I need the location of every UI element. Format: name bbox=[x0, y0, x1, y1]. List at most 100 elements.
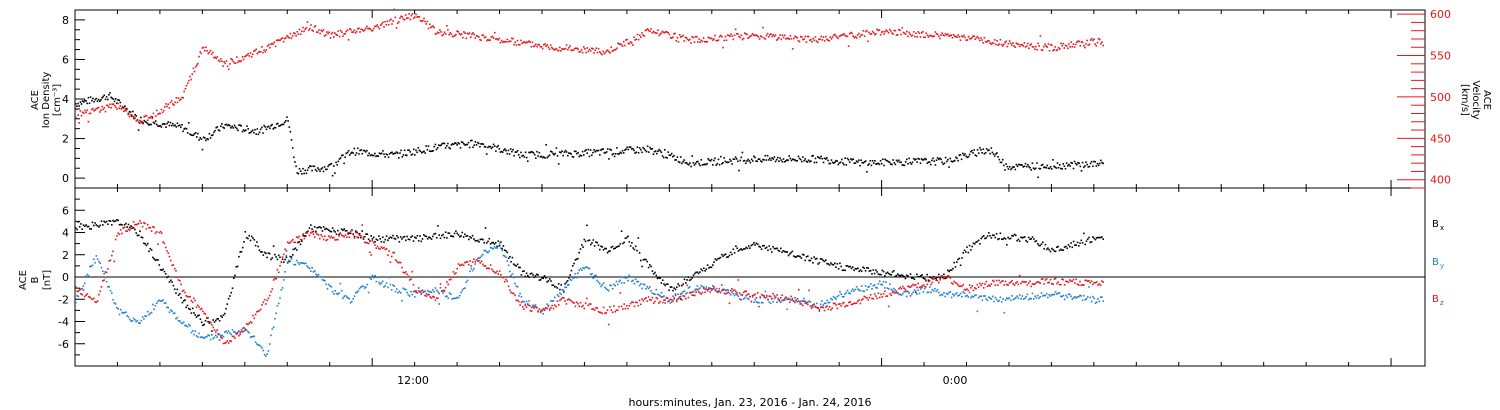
plasma-red-point bbox=[182, 97, 184, 99]
b-Bx-point bbox=[800, 257, 803, 259]
b-Bz-point bbox=[751, 294, 754, 297]
plasma-red-point bbox=[404, 14, 407, 16]
b-Bx-point bbox=[905, 274, 908, 277]
b-Bx-point bbox=[614, 247, 616, 249]
plasma-red-point bbox=[741, 38, 744, 41]
plasma-black-point bbox=[428, 150, 431, 152]
b-Bx-point bbox=[909, 273, 912, 275]
b-Bx-point bbox=[1078, 245, 1080, 247]
plasma-black-point bbox=[826, 157, 828, 159]
b-Bz-point bbox=[767, 298, 769, 301]
b-Bz-point bbox=[261, 304, 263, 306]
legend-bx-sub: x bbox=[1440, 224, 1444, 232]
plasma-black-point bbox=[238, 124, 240, 126]
b-Bz-point bbox=[87, 296, 90, 298]
b-Bz-point bbox=[268, 294, 271, 297]
b-Bx-point bbox=[615, 246, 618, 248]
b-Bx-point bbox=[668, 289, 670, 291]
plasma-black-point bbox=[547, 155, 550, 158]
plasma-red-point bbox=[606, 49, 609, 51]
b-Bz-point bbox=[140, 222, 143, 224]
b-Bz-point bbox=[732, 289, 735, 292]
b-By-point bbox=[158, 299, 161, 302]
b-Bz-point bbox=[520, 301, 523, 304]
plasma-black-point bbox=[270, 124, 272, 127]
b-Bx-point bbox=[831, 263, 833, 266]
b-Bx-point bbox=[271, 257, 274, 259]
b-By-point bbox=[1026, 293, 1029, 296]
b-By-point bbox=[360, 286, 362, 288]
plasma-black-point bbox=[390, 152, 392, 154]
b-By-point bbox=[979, 295, 981, 298]
b-By-point bbox=[957, 295, 959, 297]
b-Bz-point bbox=[1016, 281, 1018, 283]
b-By-point bbox=[645, 288, 647, 290]
plasma-red-point bbox=[572, 49, 575, 51]
b-Bx-point bbox=[641, 265, 643, 268]
plasma-red-point bbox=[763, 37, 765, 39]
b-By-point bbox=[312, 271, 315, 273]
b-Bx-point bbox=[1024, 236, 1026, 238]
b-Bz-point bbox=[882, 293, 885, 295]
b-Bx-point bbox=[419, 235, 421, 237]
plasma-red-point bbox=[277, 39, 279, 41]
plasma-black-point bbox=[484, 146, 487, 148]
b-Bz-point bbox=[647, 296, 650, 298]
plasma-black-point bbox=[764, 154, 767, 157]
b-By-point bbox=[324, 279, 326, 282]
plasma-red-point bbox=[151, 117, 154, 120]
plasma-black-point bbox=[1027, 164, 1029, 166]
plasma-red-point bbox=[263, 49, 265, 51]
plasma-red-point bbox=[596, 51, 599, 54]
b-By-point bbox=[397, 291, 399, 294]
plasma-red-point bbox=[103, 107, 106, 109]
plasma-black-point bbox=[524, 151, 527, 154]
plasma-black-point bbox=[578, 155, 580, 158]
plasma-red-point bbox=[1047, 43, 1050, 45]
b-Bx-point bbox=[986, 235, 989, 237]
plasma-red-point bbox=[884, 30, 886, 33]
plasma-black-point bbox=[374, 152, 376, 155]
b-Bz-point bbox=[756, 292, 759, 294]
plasma-black-point bbox=[306, 169, 309, 171]
b-Bx-point bbox=[186, 304, 189, 307]
b-By-point bbox=[189, 324, 191, 327]
plasma-red-point bbox=[108, 106, 110, 108]
b-Bz-point bbox=[722, 289, 724, 291]
b-Bx-point bbox=[654, 271, 656, 274]
b-Bx-point bbox=[208, 322, 211, 324]
b-By-point bbox=[968, 291, 971, 294]
b-Bz-point bbox=[484, 265, 487, 267]
plasma-red-point bbox=[827, 39, 829, 41]
b-By-point bbox=[1000, 301, 1003, 303]
plasma-black-point bbox=[321, 167, 324, 169]
b-Bz-point bbox=[207, 317, 209, 319]
plasma-red-point bbox=[592, 48, 594, 50]
plasma-red-point bbox=[382, 21, 384, 24]
b-By-point bbox=[425, 292, 428, 295]
plasma-black-point bbox=[398, 157, 400, 159]
b-By-point bbox=[688, 286, 691, 288]
b-By-point bbox=[469, 270, 471, 273]
plasma-black-point bbox=[911, 161, 914, 164]
plasma-red-point bbox=[79, 110, 82, 112]
plasma-red-point bbox=[673, 33, 675, 35]
b-By-point bbox=[337, 293, 339, 296]
plasma-black-point bbox=[222, 126, 224, 129]
plasma-red-point bbox=[1090, 37, 1093, 40]
b-Bx-point bbox=[819, 258, 822, 260]
plasma-black-point bbox=[901, 164, 904, 166]
b-Bz-point bbox=[510, 291, 512, 294]
plasma-red-point bbox=[267, 44, 270, 46]
plasma-red-point bbox=[680, 36, 682, 38]
b-Bz-point bbox=[488, 267, 491, 270]
plasma-red-point bbox=[448, 33, 450, 36]
plasma-black-point bbox=[735, 158, 738, 160]
b-By-point bbox=[611, 287, 614, 290]
b-Bx-point bbox=[658, 277, 660, 279]
plasma-black-point bbox=[285, 120, 287, 122]
plasma-red-point bbox=[214, 56, 216, 59]
b-By-point bbox=[248, 331, 250, 334]
plasma-red-point bbox=[372, 27, 375, 30]
plasma-red-point bbox=[987, 39, 989, 42]
